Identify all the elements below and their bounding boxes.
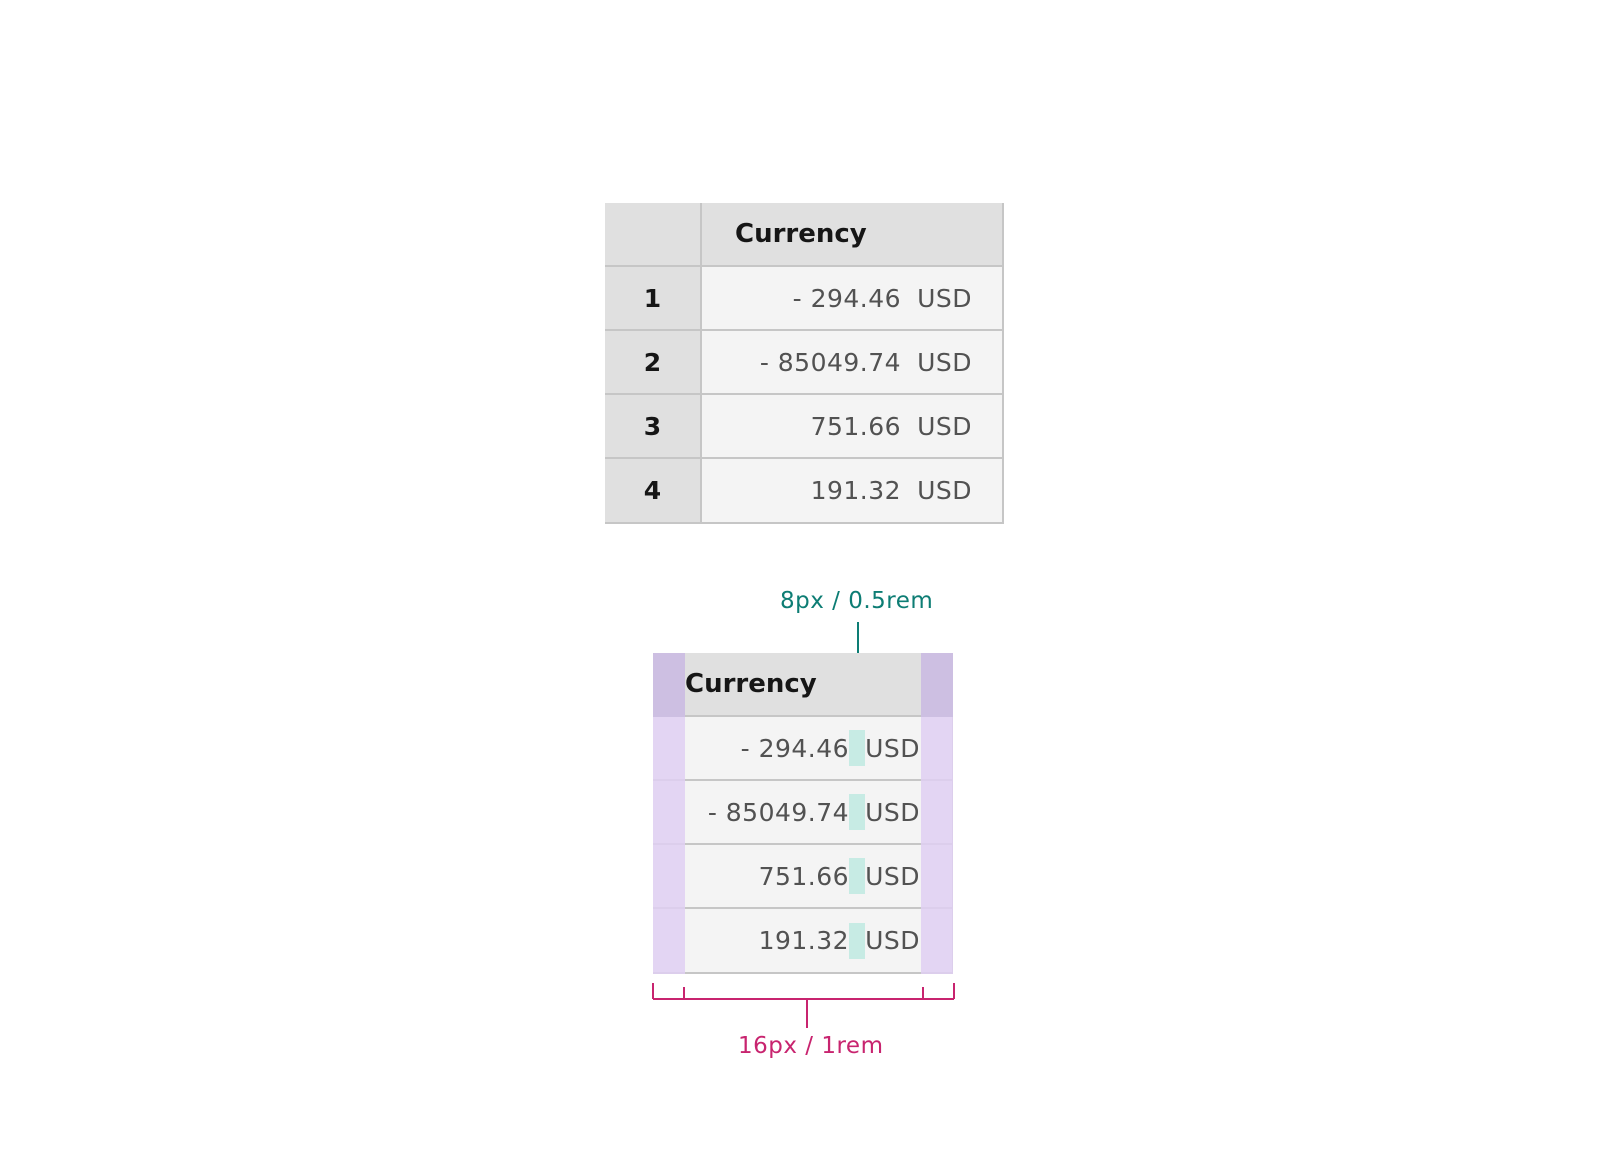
- row-number-cell: 3: [605, 395, 702, 459]
- currency-table: Currency 1 - 294.46 USD 2 - 85049.74 USD 3…: [605, 203, 1004, 524]
- row-number-cell: 2: [605, 331, 702, 395]
- right-padding-header-highlight: [921, 653, 953, 717]
- currency-code: USD: [917, 411, 972, 441]
- row-number-cell: 4: [605, 459, 702, 524]
- currency-spec-table: Currency - 294.46 USD - 85049.74 USD 751.6…: [653, 653, 953, 974]
- amount-value: 751.66: [810, 411, 902, 441]
- amount-value: 191.32: [810, 476, 902, 505]
- amount-value: - 85049.74: [759, 347, 902, 377]
- spec-table-cell[interactable]: 751.66 USD: [653, 845, 953, 909]
- spec-column-header[interactable]: Currency: [653, 653, 953, 717]
- currency-code: USD: [917, 283, 972, 313]
- currency-code: USD: [865, 926, 920, 955]
- left-padding-header-highlight: [653, 653, 685, 717]
- currency-code: USD: [865, 733, 920, 763]
- table-cell-currency[interactable]: - 85049.74 USD: [702, 331, 1004, 395]
- column-header-label: Currency: [735, 219, 867, 249]
- row-number: 2: [643, 347, 662, 377]
- currency-code: USD: [917, 347, 972, 377]
- row-number-cell: 1: [605, 267, 702, 331]
- row-number: 4: [643, 476, 662, 505]
- amount-value: - 294.46: [740, 733, 850, 763]
- gap-highlight: [849, 922, 866, 959]
- amount-value: - 85049.74: [707, 797, 850, 827]
- amount-value: - 294.46: [792, 283, 902, 313]
- gap-highlight: [849, 794, 866, 830]
- column-header-currency[interactable]: Currency: [702, 203, 1004, 267]
- gap-highlight: [849, 730, 866, 766]
- row-number: 3: [643, 411, 662, 441]
- currency-code: USD: [865, 861, 920, 891]
- currency-code: USD: [917, 476, 972, 505]
- gap-highlight: [849, 858, 866, 894]
- row-number: 1: [643, 283, 662, 313]
- corner-header-cell: [605, 203, 702, 267]
- amount-value: 751.66: [758, 861, 850, 891]
- spec-table-cell[interactable]: - 85049.74 USD: [653, 781, 953, 845]
- table-cell-currency[interactable]: 191.32 USD: [702, 459, 1004, 524]
- table-cell-currency[interactable]: - 294.46 USD: [702, 267, 1004, 331]
- gap-spacing-label: 8px / 0.5rem: [780, 588, 934, 614]
- cell-padding-label: 16px / 1rem: [738, 1033, 884, 1059]
- currency-code: USD: [865, 797, 920, 827]
- spec-table-cell[interactable]: 191.32 USD: [653, 909, 953, 974]
- amount-value: 191.32: [758, 926, 850, 955]
- spec-table-cell[interactable]: - 294.46 USD: [653, 717, 953, 781]
- spec-column-header-label: Currency: [685, 669, 817, 699]
- padding-bracket: [652, 983, 955, 1028]
- table-cell-currency[interactable]: 751.66 USD: [702, 395, 1004, 459]
